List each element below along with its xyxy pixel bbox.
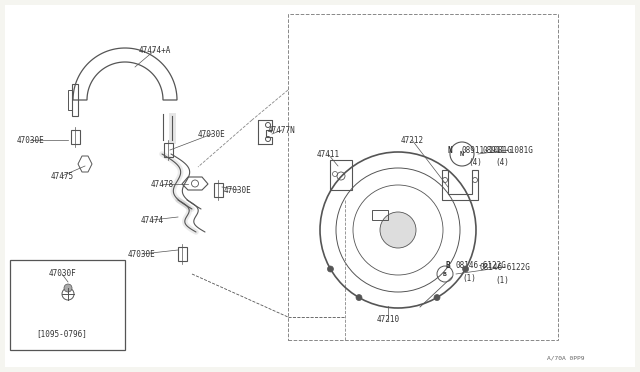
Text: N: N bbox=[460, 151, 464, 157]
Text: 47030E: 47030E bbox=[198, 129, 226, 138]
Text: 47212: 47212 bbox=[401, 135, 424, 144]
Text: 08146-6122G: 08146-6122G bbox=[479, 263, 531, 272]
Text: 47475: 47475 bbox=[51, 171, 74, 180]
Text: 47210: 47210 bbox=[376, 315, 399, 324]
Polygon shape bbox=[5, 5, 635, 367]
Text: A/70A 0PP9: A/70A 0PP9 bbox=[547, 355, 585, 360]
Text: 47411: 47411 bbox=[316, 150, 340, 158]
Circle shape bbox=[463, 266, 468, 272]
Text: N: N bbox=[448, 145, 452, 154]
Text: 47477N: 47477N bbox=[268, 125, 296, 135]
Text: 47474: 47474 bbox=[140, 215, 164, 224]
Text: 47030E: 47030E bbox=[128, 250, 156, 259]
Text: B: B bbox=[443, 272, 447, 276]
Circle shape bbox=[328, 266, 333, 272]
Circle shape bbox=[356, 295, 362, 301]
Text: (4): (4) bbox=[495, 157, 509, 167]
Text: 47474+A: 47474+A bbox=[139, 45, 171, 55]
Text: 47030E: 47030E bbox=[224, 186, 252, 195]
Text: (4): (4) bbox=[468, 157, 482, 167]
Text: [1095-0796]: [1095-0796] bbox=[36, 330, 88, 339]
Text: 08911-1081G: 08911-1081G bbox=[462, 145, 513, 154]
Circle shape bbox=[64, 284, 72, 292]
Text: B: B bbox=[445, 262, 451, 270]
Text: 08146-6122G: 08146-6122G bbox=[456, 262, 507, 270]
Text: 47030F: 47030F bbox=[48, 269, 76, 279]
Text: 47478: 47478 bbox=[150, 180, 173, 189]
Text: 08911-1081G: 08911-1081G bbox=[483, 145, 533, 154]
Text: (1): (1) bbox=[495, 276, 509, 285]
Text: 47030E: 47030E bbox=[16, 135, 44, 144]
Text: (1): (1) bbox=[462, 275, 476, 283]
Circle shape bbox=[380, 212, 416, 248]
Circle shape bbox=[434, 295, 440, 301]
